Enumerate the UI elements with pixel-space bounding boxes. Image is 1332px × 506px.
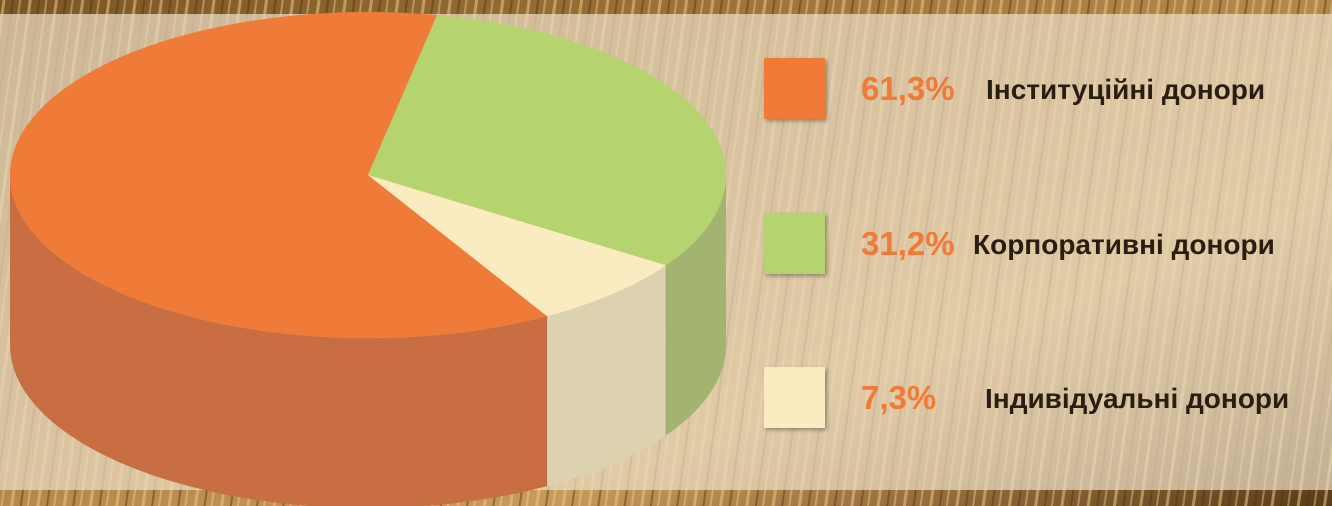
legend: 61,3% Інституційні донори 31,2% Корпоративн… (764, 58, 1289, 428)
legend-swatch-2 (764, 213, 825, 274)
legend-percent-2: 31,2% (861, 225, 955, 262)
legend-percent-3: 7,3% (861, 379, 936, 416)
legend-swatch-1 (764, 58, 825, 119)
legend-swatch-3 (764, 367, 825, 428)
legend-label-1: Інституційні донори (986, 74, 1265, 105)
legend-label-2: Корпоративні донори (973, 229, 1275, 260)
pie-slice-2 (368, 15, 726, 266)
legend-label-3: Індивідуальні донори (985, 383, 1289, 414)
pie-slice-3 (368, 175, 666, 317)
pie-side-2 (665, 175, 726, 436)
pie-slice-1 (9, 11, 547, 339)
pie-chart-3d (9, 11, 726, 506)
pie-side-3 (547, 265, 666, 487)
pie-side-1 (10, 175, 547, 506)
legend-percent-1: 61,3% (861, 70, 955, 107)
